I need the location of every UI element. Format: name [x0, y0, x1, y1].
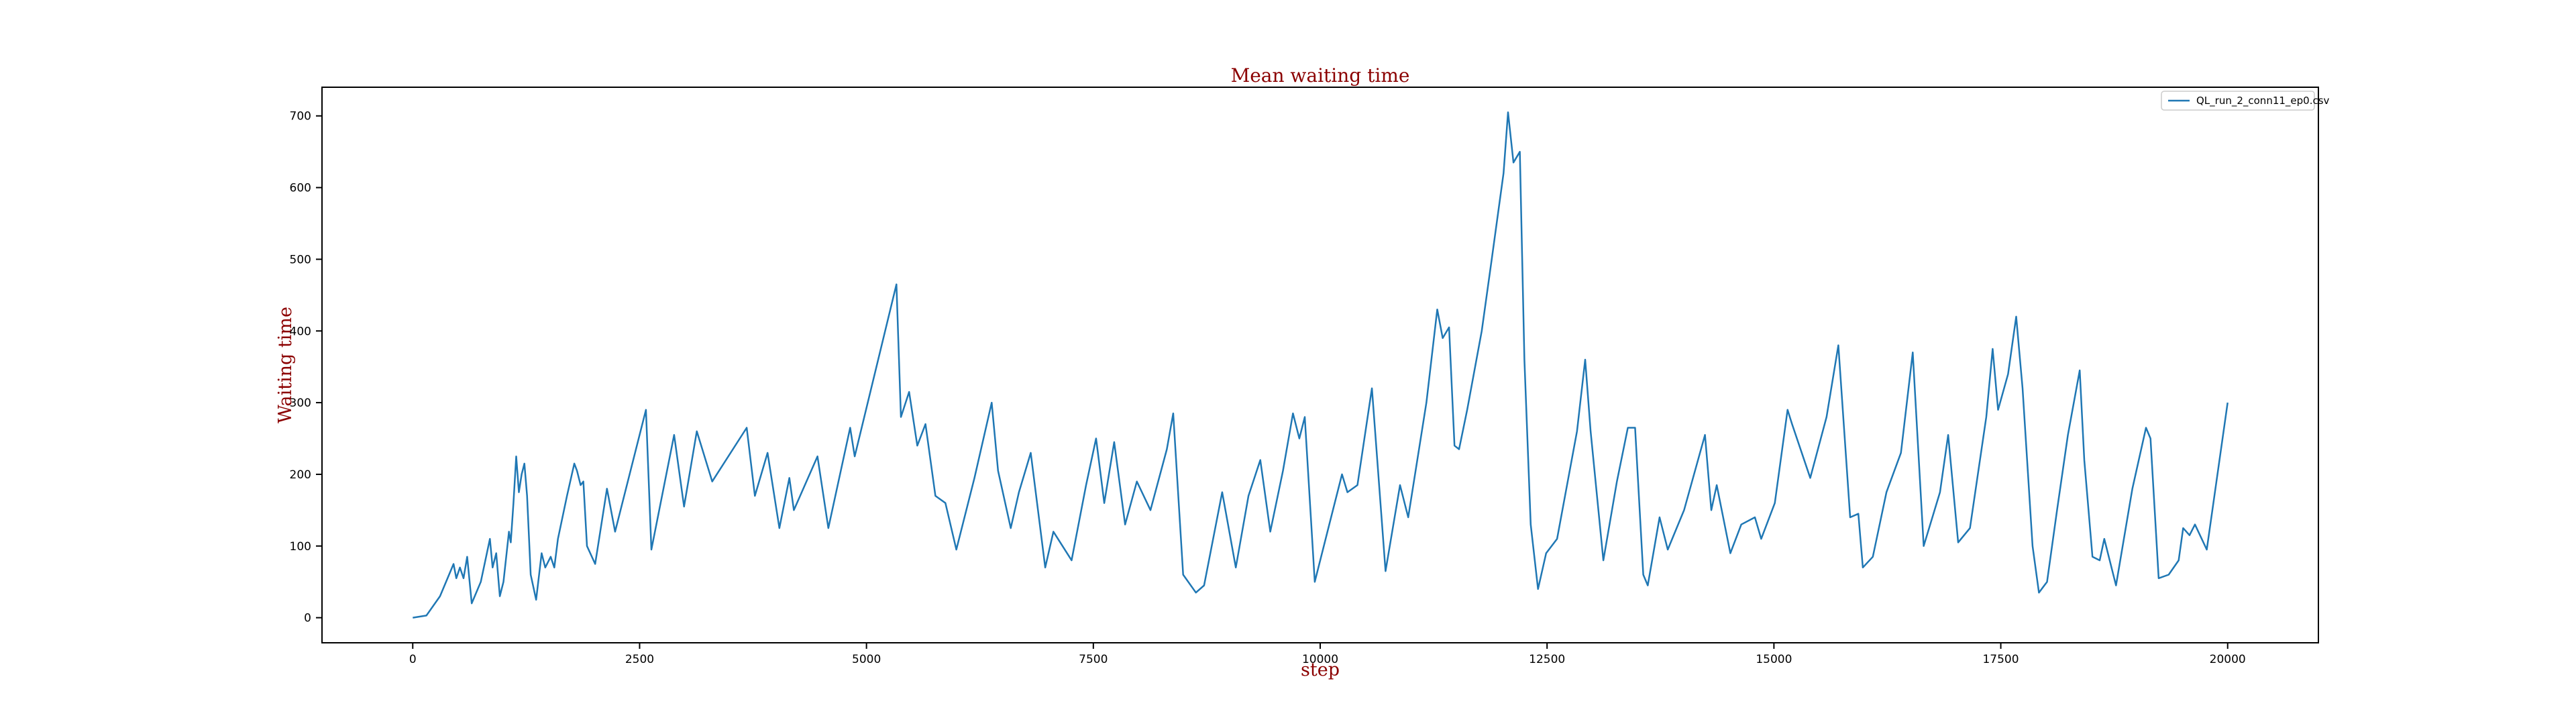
axes-frame [321, 87, 2319, 643]
legend-label: QL_run_2_conn11_ep0.csv [2196, 95, 2330, 107]
legend-box [2161, 91, 2315, 111]
x-tick-label: 20000 [2210, 653, 2246, 666]
x-tick-label: 10000 [1302, 653, 1338, 666]
x-tick-label: 15000 [1756, 653, 1792, 666]
x-tick-label: 5000 [852, 653, 881, 666]
y-tick-label: 400 [290, 325, 311, 338]
x-tick-label: 2500 [625, 653, 654, 666]
x-tick-label: 12500 [1529, 653, 1565, 666]
y-axis-label: Waiting time [275, 307, 296, 423]
y-tick-label: 300 [290, 397, 311, 410]
y-tick-label: 600 [290, 182, 311, 195]
x-tick-label: 17500 [1982, 653, 2019, 666]
x-axis-label: step [1301, 660, 1340, 680]
chart-title: Mean waiting time [1231, 64, 1410, 87]
y-tick-label: 200 [290, 468, 311, 482]
y-tick-label: 100 [290, 540, 311, 554]
y-tick-label: 500 [290, 253, 311, 266]
data-line [413, 111, 2229, 619]
y-tick-label: 700 [290, 110, 311, 123]
y-tick-label: 0 [304, 612, 311, 625]
x-tick-label: 7500 [1079, 653, 1108, 666]
x-tick-label: 0 [409, 653, 417, 666]
